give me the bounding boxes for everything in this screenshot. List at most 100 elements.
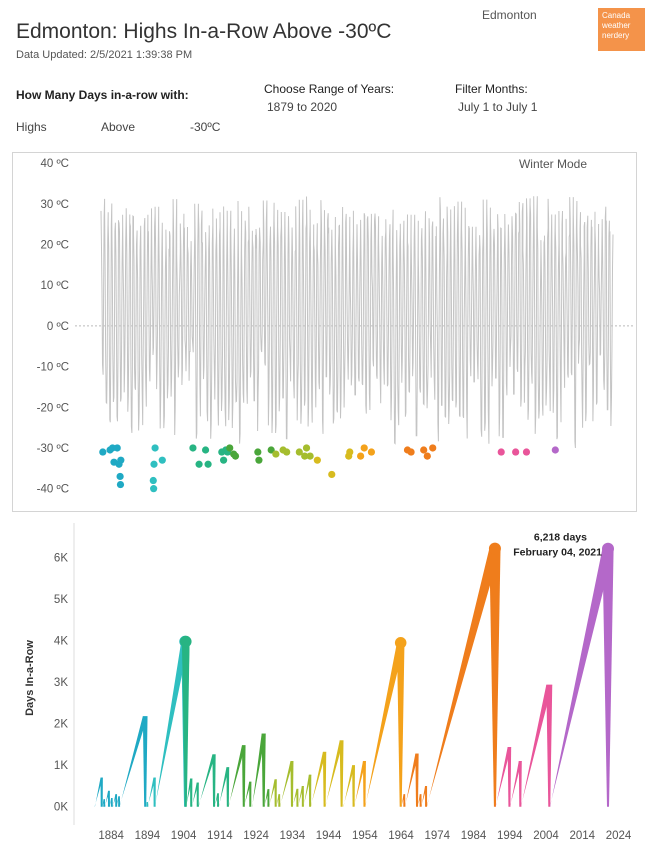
streak-reset (196, 782, 199, 807)
cold-day-point[interactable] (150, 460, 158, 468)
cold-day-point[interactable] (420, 446, 428, 454)
streak-reset (362, 761, 366, 807)
cold-day-point[interactable] (226, 444, 234, 452)
streak-reset (290, 761, 294, 807)
cold-day-point[interactable] (255, 456, 263, 464)
cold-day-point[interactable] (149, 476, 157, 485)
streak-reset (226, 767, 230, 807)
cold-day-point[interactable] (357, 452, 365, 460)
cold-day-point[interactable] (195, 460, 203, 468)
temp-y-tick: 20 ºC (41, 240, 70, 252)
streak-ramp[interactable] (214, 793, 219, 808)
streak-reset (546, 684, 553, 807)
cold-day-point[interactable] (301, 452, 309, 460)
streak-reset (118, 796, 121, 807)
streak-x-tick: 2004 (533, 830, 559, 842)
cold-day-point[interactable] (423, 452, 431, 460)
streak-x-tick: 1934 (280, 830, 306, 842)
winter-mode-label[interactable]: Winter Mode (519, 157, 587, 171)
streak-reset (339, 740, 344, 807)
streak-reset (153, 777, 156, 807)
streak-ramp[interactable] (401, 794, 406, 808)
cold-day-point[interactable] (117, 456, 125, 464)
direction-selector[interactable]: Above (101, 120, 136, 134)
cold-day-point[interactable] (204, 460, 212, 468)
streak-reset (249, 781, 252, 807)
cold-day-point[interactable] (360, 444, 368, 452)
streak-x-tick: 1884 (98, 830, 124, 842)
cold-day-point[interactable] (219, 456, 228, 464)
cold-day-point[interactable] (522, 448, 531, 456)
cold-day-point[interactable] (201, 446, 210, 454)
streak-reset (274, 779, 277, 807)
streak-ramp[interactable] (417, 794, 422, 808)
streak-ramp[interactable] (264, 789, 270, 808)
streak-peak-point[interactable] (488, 542, 501, 555)
cold-day-point[interactable] (367, 448, 376, 456)
streak-reset (602, 548, 614, 807)
streak-peak-point[interactable] (179, 635, 192, 648)
streak-x-tick: 1964 (388, 830, 414, 842)
cold-day-point[interactable] (512, 448, 520, 456)
cold-day-point[interactable] (313, 456, 321, 464)
threshold-selector[interactable]: -30ºC (190, 120, 221, 134)
streak-x-tick: 1954 (352, 830, 378, 842)
cold-day-point[interactable] (254, 448, 262, 456)
streak-y-tick: 5K (54, 594, 68, 606)
cold-day-point[interactable] (497, 448, 505, 456)
cold-day-point[interactable] (272, 450, 280, 458)
year-range-selector[interactable]: 1879 to 2020 (267, 100, 338, 114)
cold-day-point[interactable] (189, 444, 197, 452)
temperature-chart[interactable]: 40 ºC 30 ºC 20 ºC 10 ºC 0 ºC -10 ºC -20 ºC -30 … (13, 153, 636, 511)
streak-ramp[interactable] (116, 796, 120, 808)
cold-day-point[interactable] (231, 452, 240, 460)
temp-y-tick: 40 ºC (41, 158, 70, 170)
cold-day-point[interactable] (116, 472, 124, 481)
streak-reset (308, 774, 312, 807)
daily-high-line (100, 196, 614, 449)
measure-selector[interactable]: Highs (16, 120, 47, 134)
cold-day-point[interactable] (551, 446, 559, 454)
streak-reset (103, 799, 106, 807)
streak-chart[interactable]: Days In-a-Row 0K 1K 2K 3K 4K 5K 6K 1884 1894 190… (0, 515, 649, 859)
streak-reset (217, 793, 220, 807)
cold-day-point[interactable] (150, 485, 158, 493)
months-filter-selector[interactable]: July 1 to July 1 (458, 100, 538, 114)
streak-y-tick: 1K (54, 760, 68, 772)
streak-x-tick: 2014 (569, 830, 595, 842)
cold-day-point[interactable] (267, 446, 275, 454)
cold-day-point[interactable] (429, 444, 437, 452)
brand-logo[interactable]: Canada weather nerdery (598, 8, 645, 51)
streak-y-tick: 2K (54, 719, 68, 731)
streak-x-tick: 1994 (497, 830, 523, 842)
streak-reset (100, 777, 103, 807)
streak-ramp[interactable] (426, 548, 501, 808)
streak-y-tick: 0K (54, 802, 68, 814)
cold-day-point[interactable] (99, 448, 107, 456)
cold-day-point[interactable] (151, 444, 159, 452)
cold-day-point[interactable] (328, 470, 336, 479)
year-range-label: Choose Range of Years: (264, 82, 395, 96)
cold-day-point[interactable] (306, 452, 314, 460)
streak-reset (507, 746, 512, 807)
streak-peak-point[interactable] (394, 637, 407, 649)
streak-reset (425, 785, 428, 807)
cold-day-point[interactable] (113, 444, 121, 452)
streak-peak-point[interactable] (602, 542, 614, 555)
streak-ramp[interactable] (112, 794, 118, 808)
cold-day-point[interactable] (158, 456, 166, 464)
streak-x-tick: 1984 (461, 830, 487, 842)
streak-reset (212, 754, 216, 807)
cold-day-point[interactable] (283, 448, 291, 456)
cold-day-point[interactable] (295, 448, 303, 456)
cold-day-point[interactable] (302, 444, 311, 452)
temp-y-tick: -20 ºC (37, 402, 69, 414)
cold-day-point[interactable] (116, 480, 125, 489)
streak-reset (415, 753, 419, 807)
cold-day-point[interactable] (346, 448, 354, 456)
city-label: Edmonton (482, 8, 537, 22)
streak-ramp[interactable] (276, 794, 281, 808)
cold-day-point[interactable] (407, 448, 415, 456)
data-updated-text: Data Updated: 2/5/2021 1:39:38 PM (16, 49, 193, 61)
temp-y-tick: -30 ºC (37, 443, 69, 455)
